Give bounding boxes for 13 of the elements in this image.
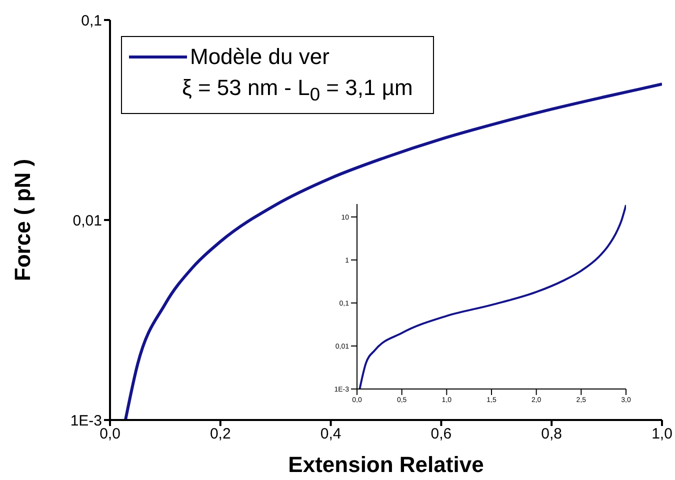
x-axis-title: Extension Relative — [288, 452, 484, 477]
annotation: ξ = 53 nm - L$_{0}$ = 3,1 µm — [182, 75, 413, 104]
y-axis-title: Force ( pN ) — [10, 158, 35, 282]
x-tick-label: 1,0 — [652, 426, 672, 443]
y-tick-label: 0,1 — [81, 12, 102, 30]
x-tick-label: 0,4 — [320, 426, 342, 443]
x-tick-label: 0,0 — [100, 426, 120, 443]
x-tick-label: 0,8 — [541, 426, 562, 443]
x-tick-label: 0,6 — [430, 426, 452, 443]
y-tick-label: 1E-3 — [70, 412, 102, 430]
y-tick-label: 0,01 — [72, 212, 102, 230]
x-tick-label: 0,2 — [210, 426, 231, 443]
legend-label: Modèle du ver — [190, 43, 330, 71]
